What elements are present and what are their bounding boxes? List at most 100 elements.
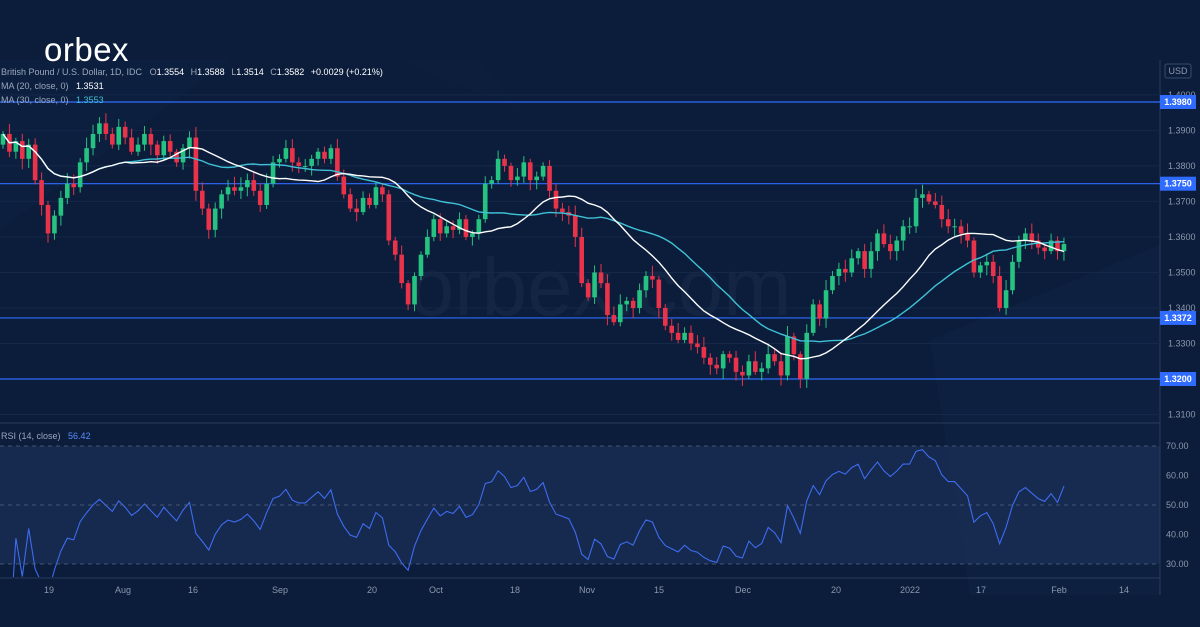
time-tick-label: 19 <box>44 585 54 595</box>
rsi-axis: 30.00 40.00 50.00 60.00 70.00 <box>0 441 1189 569</box>
candle-body <box>1016 240 1022 262</box>
time-axis: 19 Aug 16 Sep 20 Oct 18 Nov 15 Dec 20 2022 17 Feb 14 <box>44 585 1129 595</box>
candle-body <box>560 208 565 213</box>
time-tick-label: 14 <box>1119 585 1129 595</box>
candle-body <box>997 276 1002 308</box>
time-tick-label: 20 <box>831 585 841 595</box>
ohlc-header: British Pound / U.S. Dollar, 1D, IDC O1.… <box>1 67 383 441</box>
candle-body <box>656 279 662 308</box>
candle-body <box>785 336 790 376</box>
price-level-label: 1.3980 <box>1164 97 1192 107</box>
candle-body <box>823 290 829 319</box>
candle-body <box>155 144 160 156</box>
time-tick-label: 20 <box>367 585 377 595</box>
candle-body <box>971 240 977 273</box>
candle-body <box>167 141 173 152</box>
candle-body <box>714 364 720 369</box>
candle-body <box>630 300 636 308</box>
candle-body <box>180 148 186 163</box>
candle-body <box>302 165 308 167</box>
candle-body <box>817 304 822 319</box>
candle-body <box>296 162 302 166</box>
candle-body <box>669 325 675 333</box>
candle-body <box>605 283 610 316</box>
candles <box>0 113 1067 389</box>
candle-body <box>58 197 64 216</box>
candle-body <box>675 332 681 340</box>
candle-body <box>489 180 494 184</box>
candle-body <box>450 226 456 230</box>
candle-body <box>90 133 96 149</box>
symbol-title: British Pound / U.S. Dollar, 1D, IDC <box>1 67 143 77</box>
candle-body <box>637 290 642 308</box>
horizontal-levels <box>0 101 1160 380</box>
candle-body <box>772 354 777 362</box>
rsi-label: RSI (14, close) <box>1 431 61 441</box>
candle-body <box>373 187 379 205</box>
price-tick-label: 1.4000 <box>1168 90 1196 100</box>
candle-body <box>810 304 816 333</box>
candle-body <box>232 187 237 191</box>
candle-body <box>470 233 475 237</box>
time-tick-label: 18 <box>510 585 520 595</box>
candle-body <box>753 361 758 372</box>
candle-body <box>881 233 887 245</box>
price-tick-label: 1.3700 <box>1168 196 1196 206</box>
candle-body <box>71 183 77 188</box>
candle-body <box>257 190 263 205</box>
time-tick-label: Sep <box>272 585 288 595</box>
candle-body <box>26 144 32 159</box>
candle-body <box>84 148 89 163</box>
candle-body <box>540 165 546 177</box>
candle-body <box>347 194 353 209</box>
candle-body <box>534 176 539 181</box>
candle-body <box>830 276 835 291</box>
price-tick-label: 1.3800 <box>1168 161 1196 171</box>
candle-body <box>733 357 739 372</box>
price-tick-label: 1.3100 <box>1168 410 1196 420</box>
candle-body <box>900 226 906 241</box>
candle-body <box>52 215 57 234</box>
candle-body <box>360 197 366 213</box>
candle-body <box>553 190 559 209</box>
price-level-label: 1.3372 <box>1164 313 1192 323</box>
svg-text:MA (30, close, 0) 1.35: MA (30, close, 0) 1.3553 <box>1 95 104 105</box>
candle-body <box>1035 240 1041 248</box>
candle-body <box>19 141 25 159</box>
candle-body <box>238 187 244 191</box>
candle-body <box>945 219 951 227</box>
price-tick-label: 1.3300 <box>1168 338 1196 348</box>
candle-body <box>894 240 900 252</box>
candle-body <box>888 244 893 252</box>
candle-body <box>508 165 514 181</box>
candle-body <box>264 183 269 205</box>
candle-body <box>624 300 630 305</box>
time-tick-label: Feb <box>1051 585 1067 595</box>
candle-body <box>1023 233 1028 241</box>
high-value: 1.3588 <box>197 67 225 77</box>
candle-body <box>495 158 501 181</box>
candle-body <box>515 176 520 181</box>
candle-body <box>579 236 584 284</box>
candle-body <box>547 165 552 191</box>
candle-body <box>521 162 527 177</box>
candle-body <box>695 343 700 348</box>
price-level-badge <box>1160 95 1196 109</box>
ma30-line <box>2 133 1065 343</box>
candle-body <box>161 141 167 156</box>
candle-body <box>431 219 437 237</box>
candle-body <box>965 233 970 241</box>
candle-body <box>290 148 295 163</box>
candle-body <box>708 357 713 365</box>
price-tick-label: 1.3900 <box>1168 125 1196 135</box>
candle-body <box>662 307 668 326</box>
candle-body <box>437 219 443 234</box>
candle-body <box>392 240 398 255</box>
price-tick-label: 1.3500 <box>1168 267 1196 277</box>
candle-body <box>482 183 488 220</box>
candle-body <box>978 265 983 273</box>
candle-body <box>592 272 597 298</box>
candle-body <box>1029 233 1035 241</box>
currency-box[interactable] <box>1164 63 1192 79</box>
